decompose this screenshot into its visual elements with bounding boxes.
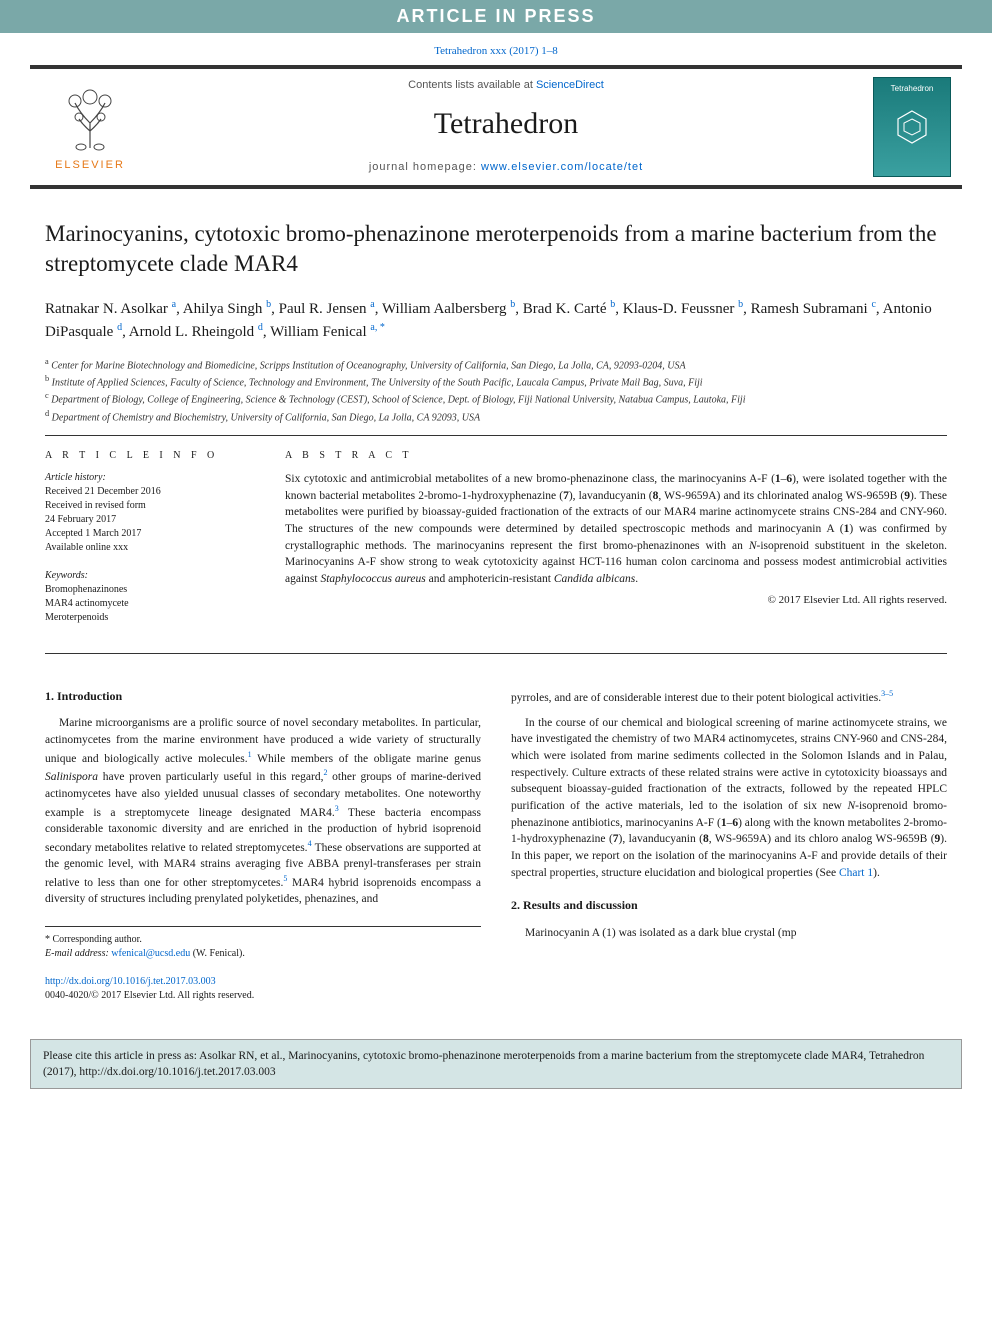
email-label: E-mail address: <box>45 948 111 959</box>
abstract-heading: A B S T R A C T <box>285 450 947 461</box>
elsevier-tree-icon <box>55 83 125 155</box>
corresponding-author-footnote: * Corresponding author. E-mail address: … <box>45 926 481 961</box>
homepage-prefix: journal homepage: <box>369 161 481 173</box>
abstract-column: A B S T R A C T Six cytotoxic and antimi… <box>285 450 947 639</box>
results-heading: 2. Results and discussion <box>511 897 947 914</box>
publisher-logo: ELSEVIER <box>30 69 150 185</box>
history-line: Received in revised form <box>45 499 255 513</box>
author: Ramesh Subramani c <box>751 301 876 317</box>
affiliation-list: a Center for Marine Biotechnology and Bi… <box>45 356 947 436</box>
homepage-line: journal homepage: www.elsevier.com/locat… <box>150 161 862 173</box>
intro-p1: Marine microorganisms are a prolific sou… <box>45 715 481 908</box>
abstract-copyright: © 2017 Elsevier Ltd. All rights reserved… <box>285 594 947 606</box>
email-suffix: (W. Fenical). <box>190 948 245 959</box>
affiliation: d Department of Chemistry and Biochemist… <box>45 408 947 425</box>
intro-heading: 1. Introduction <box>45 688 481 705</box>
citation-top: Tetrahedron xxx (2017) 1–8 <box>0 33 992 65</box>
author: Ahilya Singh b <box>183 301 271 317</box>
author: Klaus-D. Feussner b <box>623 301 743 317</box>
article-history: Article history: Received 21 December 20… <box>45 471 255 555</box>
contents-prefix: Contents lists available at <box>408 79 536 91</box>
body-col-left: 1. Introduction Marine microorganisms ar… <box>45 688 481 1003</box>
affiliation: a Center for Marine Biotechnology and Bi… <box>45 356 947 373</box>
affiliation: c Department of Biology, College of Engi… <box>45 390 947 407</box>
press-banner: ARTICLE IN PRESS <box>0 0 992 33</box>
author: Brad K. Carté b <box>523 301 615 317</box>
publisher-name: ELSEVIER <box>55 159 125 171</box>
info-abstract-row: A R T I C L E I N F O Article history: R… <box>45 436 947 654</box>
corr-email-link[interactable]: wfenical@ucsd.edu <box>111 948 190 959</box>
cover-molecule-icon <box>892 107 932 147</box>
header-center: Contents lists available at ScienceDirec… <box>150 69 862 185</box>
author: William Fenical a, * <box>270 324 385 340</box>
corr-email-line: E-mail address: wfenical@ucsd.edu (W. Fe… <box>45 947 481 961</box>
article-info-column: A R T I C L E I N F O Article history: R… <box>45 450 255 639</box>
cover-thumbnail-wrap: Tetrahedron <box>862 69 962 185</box>
body-two-column: 1. Introduction Marine microorganisms ar… <box>45 688 947 1003</box>
history-line: Received 21 December 2016 <box>45 485 255 499</box>
cover-thumbnail: Tetrahedron <box>873 77 951 177</box>
author: Paul R. Jensen a <box>279 301 375 317</box>
journal-header: ELSEVIER Contents lists available at Sci… <box>30 65 962 189</box>
contents-available-line: Contents lists available at ScienceDirec… <box>150 79 862 91</box>
citation-top-link[interactable]: Tetrahedron xxx (2017) 1–8 <box>434 45 558 57</box>
results-p1: Marinocyanin A (1) was isolated as a dar… <box>511 925 947 942</box>
keyword: Bromophenazinones <box>45 583 255 597</box>
keywords-label: Keywords: <box>45 569 255 583</box>
cite-in-press-box: Please cite this article in press as: As… <box>30 1039 962 1089</box>
keyword: MAR4 actinomycete <box>45 597 255 611</box>
author: William Aalbersberg b <box>382 301 515 317</box>
article-content: Marinocyanins, cytotoxic bromo-phenazino… <box>0 189 992 1023</box>
author-list: Ratnakar N. Asolkar a, Ahilya Singh b, P… <box>45 297 947 344</box>
keyword: Meroterpenoids <box>45 611 255 625</box>
author: Arnold L. Rheingold d <box>129 324 263 340</box>
doi-block: http://dx.doi.org/10.1016/j.tet.2017.03.… <box>45 975 481 1003</box>
history-line: 24 February 2017 <box>45 513 255 527</box>
issn-line: 0040-4020/© 2017 Elsevier Ltd. All right… <box>45 989 481 1003</box>
affiliation: b Institute of Applied Sciences, Faculty… <box>45 373 947 390</box>
cover-title: Tetrahedron <box>891 84 934 93</box>
history-line: Accepted 1 March 2017 <box>45 527 255 541</box>
doi-link[interactable]: http://dx.doi.org/10.1016/j.tet.2017.03.… <box>45 976 216 987</box>
keywords-block: Keywords: BromophenazinonesMAR4 actinomy… <box>45 569 255 625</box>
history-line: Available online xxx <box>45 541 255 555</box>
body-col-right: pyrroles, and are of considerable intere… <box>511 688 947 1003</box>
intro-p3: In the course of our chemical and biolog… <box>511 715 947 882</box>
homepage-link[interactable]: www.elsevier.com/locate/tet <box>481 161 643 173</box>
article-info-heading: A R T I C L E I N F O <box>45 450 255 461</box>
article-title: Marinocyanins, cytotoxic bromo-phenazino… <box>45 219 947 279</box>
corr-author-label: * Corresponding author. <box>45 933 481 947</box>
abstract-text: Six cytotoxic and antimicrobial metaboli… <box>285 471 947 588</box>
author: Ratnakar N. Asolkar a <box>45 301 176 317</box>
history-label: Article history: <box>45 471 255 485</box>
intro-p2: pyrroles, and are of considerable intere… <box>511 688 947 707</box>
journal-name: Tetrahedron <box>150 107 862 141</box>
sciencedirect-link[interactable]: ScienceDirect <box>536 79 604 91</box>
